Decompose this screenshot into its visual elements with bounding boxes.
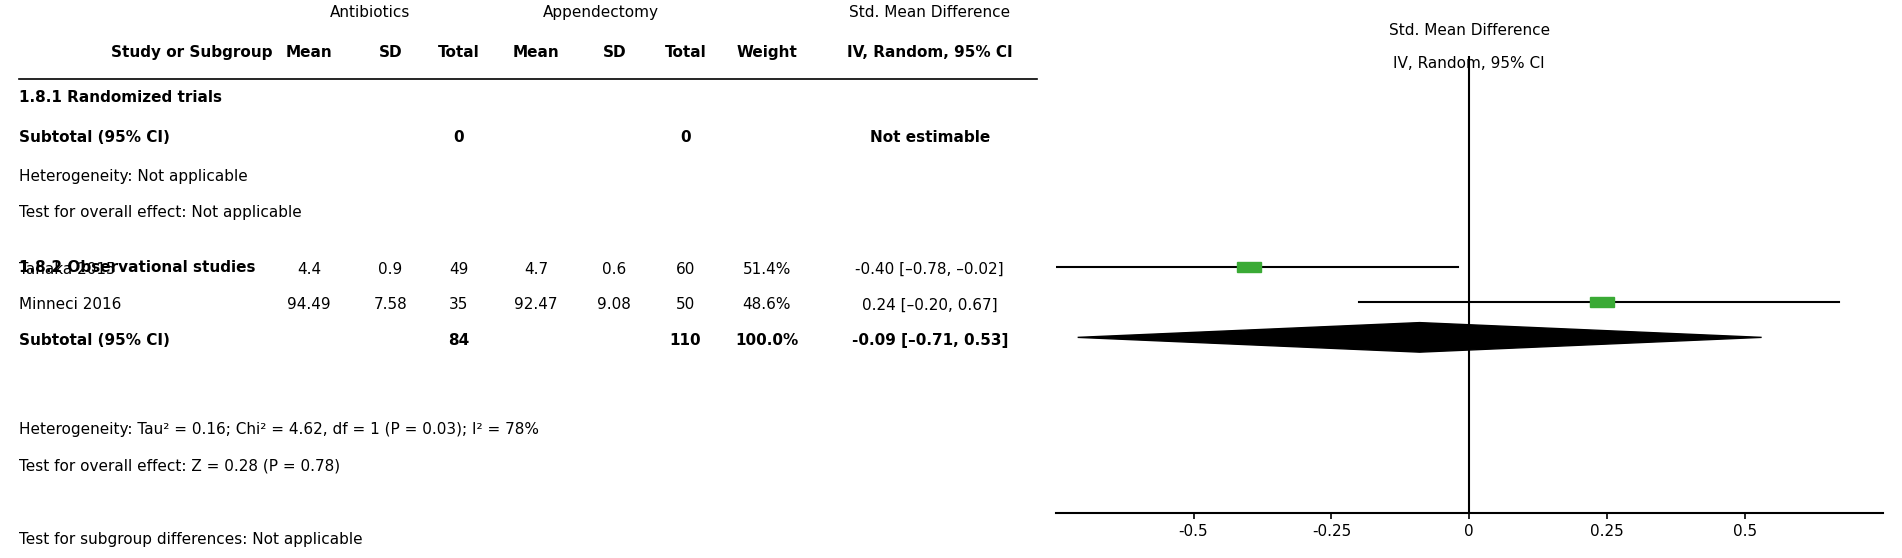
Text: 0: 0 <box>681 130 690 145</box>
Text: 48.6%: 48.6% <box>742 297 791 312</box>
Text: 49: 49 <box>449 262 468 277</box>
Text: 0.6: 0.6 <box>603 262 626 277</box>
Text: Total: Total <box>664 45 706 60</box>
Text: 94.49: 94.49 <box>287 297 331 312</box>
Text: Test for overall effect: Not applicable: Test for overall effect: Not applicable <box>19 205 302 220</box>
Text: 51.4%: 51.4% <box>744 262 791 277</box>
Text: 7.58: 7.58 <box>373 297 407 312</box>
Text: Weight: Weight <box>736 45 797 60</box>
Text: SD: SD <box>378 45 401 60</box>
Text: IV, Random, 95% CI: IV, Random, 95% CI <box>846 45 1012 60</box>
Text: Subtotal (95% CI): Subtotal (95% CI) <box>19 130 169 145</box>
Text: IV, Random, 95% CI: IV, Random, 95% CI <box>1394 56 1544 71</box>
Text: 1.8.2 Observational studies: 1.8.2 Observational studies <box>19 259 255 275</box>
Text: Heterogeneity: Not applicable: Heterogeneity: Not applicable <box>19 169 247 184</box>
Polygon shape <box>1078 323 1761 352</box>
Text: Antibiotics: Antibiotics <box>329 5 411 20</box>
Text: Heterogeneity: Tau² = 0.16; Chi² = 4.62, df = 1 (P = 0.03); I² = 78%: Heterogeneity: Tau² = 0.16; Chi² = 4.62,… <box>19 422 538 437</box>
Text: Test for overall effect: Z = 0.28 (P = 0.78): Test for overall effect: Z = 0.28 (P = 0… <box>19 458 340 473</box>
Text: 9.08: 9.08 <box>597 297 631 312</box>
Text: Std. Mean Difference: Std. Mean Difference <box>848 5 1010 20</box>
Text: 4.4: 4.4 <box>297 262 321 277</box>
Text: Appendectomy: Appendectomy <box>544 5 660 20</box>
Text: 0.24 [–0.20, 0.67]: 0.24 [–0.20, 0.67] <box>862 297 997 312</box>
Text: 110: 110 <box>670 333 702 348</box>
Text: Mean: Mean <box>512 45 559 60</box>
Text: 35: 35 <box>449 297 468 312</box>
Text: 60: 60 <box>675 262 696 277</box>
Text: Total: Total <box>437 45 479 60</box>
Text: -0.09 [–0.71, 0.53]: -0.09 [–0.71, 0.53] <box>852 333 1008 348</box>
Text: Not estimable: Not estimable <box>869 130 989 145</box>
Text: 0: 0 <box>453 130 464 145</box>
Text: Std. Mean Difference: Std. Mean Difference <box>1388 23 1550 37</box>
Text: 4.7: 4.7 <box>523 262 548 277</box>
Bar <box>1236 262 1261 272</box>
Text: Mean: Mean <box>285 45 333 60</box>
Text: Test for subgroup differences: Not applicable: Test for subgroup differences: Not appli… <box>19 532 363 547</box>
Text: 50: 50 <box>675 297 694 312</box>
Bar <box>1590 297 1613 307</box>
Text: 84: 84 <box>449 333 470 348</box>
Text: -0.40 [–0.78, –0.02]: -0.40 [–0.78, –0.02] <box>856 262 1004 277</box>
Text: Subtotal (95% CI): Subtotal (95% CI) <box>19 333 169 348</box>
Text: Minneci 2016: Minneci 2016 <box>19 297 122 312</box>
Text: 1.8.1 Randomized trials: 1.8.1 Randomized trials <box>19 90 223 105</box>
Text: 100.0%: 100.0% <box>736 333 799 348</box>
Text: SD: SD <box>603 45 626 60</box>
Text: Study or Subgroup: Study or Subgroup <box>110 45 272 60</box>
Text: Tanaka 2015: Tanaka 2015 <box>19 262 116 277</box>
Text: 92.47: 92.47 <box>514 297 557 312</box>
Text: 0.9: 0.9 <box>378 262 403 277</box>
